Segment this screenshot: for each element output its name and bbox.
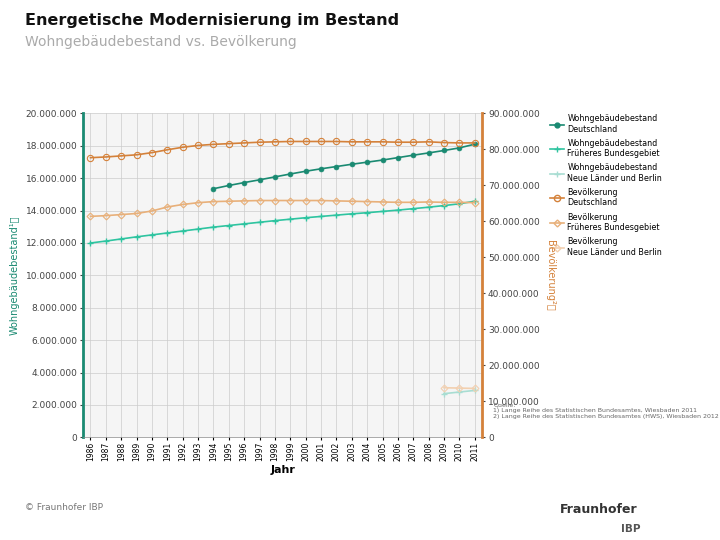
Text: Wohngebäudebestand vs. Bevölkerung: Wohngebäudebestand vs. Bevölkerung [25,35,297,49]
Text: Quelle:
1) Lange Reihe des Statistischen Bundesamtes, Wiesbaden 2011
2) Lange Re: Quelle: 1) Lange Reihe des Statistischen… [493,402,719,419]
Y-axis label: Wohngebäudebestand¹⦾: Wohngebäudebestand¹⦾ [10,215,20,335]
X-axis label: Jahr: Jahr [270,465,295,475]
Text: Fraunhofer: Fraunhofer [560,503,638,516]
Legend: Wohngebäudebestand
Deutschland, Wohngebäudebestand
Früheres Bundesgebiet, Wohnge: Wohngebäudebestand Deutschland, Wohngebä… [546,111,665,260]
Text: Energetische Modernisierung im Bestand: Energetische Modernisierung im Bestand [25,14,400,29]
Text: IBP: IBP [621,524,640,534]
Y-axis label: Bevölkerung²⦾: Bevölkerung²⦾ [545,240,555,311]
Text: © Fraunhofer IBP: © Fraunhofer IBP [25,503,103,512]
